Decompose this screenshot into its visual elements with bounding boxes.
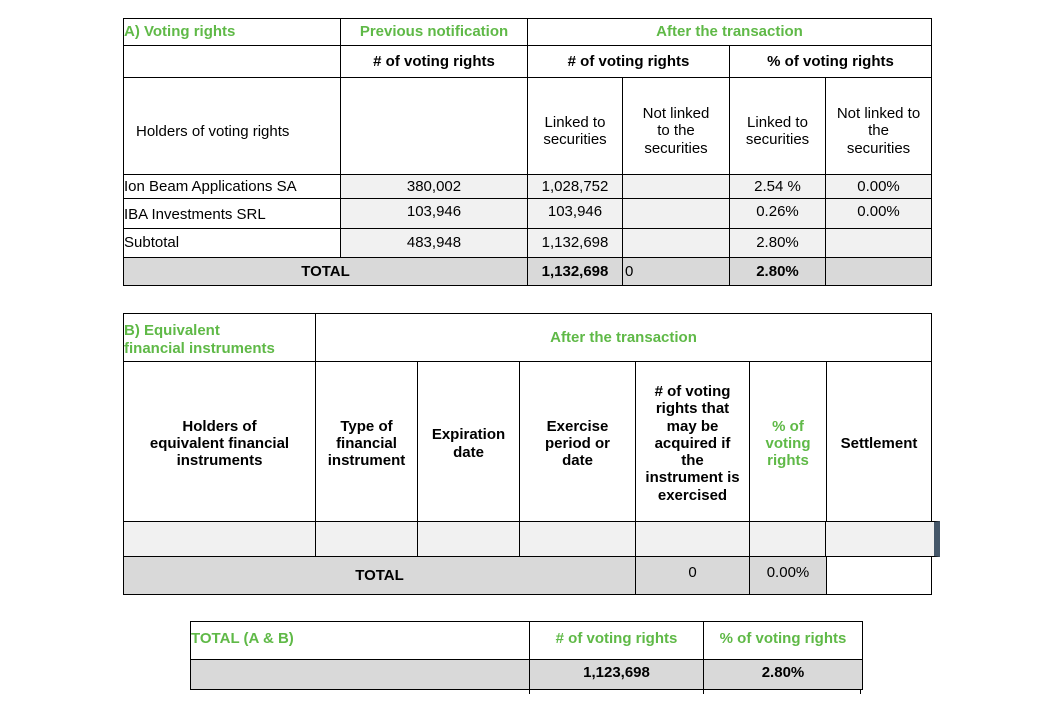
empty-pct-cell [749, 521, 827, 557]
total-pct-cell: 0.00% [749, 556, 827, 595]
table-c-header-row: TOTAL (A & B) # of voting rights % of vo… [190, 621, 863, 660]
total-linked-rights-cell: 1,132,698 [527, 257, 623, 286]
table-c-total-row: 1,123,698 2.80% [190, 659, 863, 690]
instrument-type-header: Type of financial instrument [315, 361, 418, 522]
clipped-gridline-stub [529, 690, 530, 694]
table-a-subheader-row: # of voting rights # of voting rights % … [123, 45, 933, 78]
holders-equivalent-header: Holders of equivalent financial instrume… [123, 361, 316, 522]
linked-rights-cell: 103,946 [527, 198, 623, 229]
table-a-title: A) Voting rights [123, 18, 341, 46]
linked-pct-cell: 0.26% [729, 198, 826, 229]
table-row: Subtotal 483,948 1,132,698 2.80% [123, 228, 933, 258]
notlinked-pct-cell [824, 228, 933, 258]
holder-name-cell: Ion Beam Applications SA [123, 174, 341, 199]
after-transaction-header: After the transaction [526, 18, 933, 46]
grand-total-pct-cell: 2.80% [703, 659, 863, 690]
notlinked-rights-cell [622, 228, 730, 258]
prev-rights-cell: 380,002 [340, 174, 528, 199]
prev-rights-cell: 103,946 [340, 198, 528, 229]
total-label-cell: TOTAL [123, 257, 528, 286]
table-b-column-header-row: Holders of equivalent financial instrume… [123, 361, 933, 522]
holder-name-cell: Subtotal [123, 228, 341, 258]
empty-acquirable-rights-cell [635, 521, 750, 557]
empty-holders-cell [123, 521, 316, 557]
total-linked-pct-cell: 2.80% [729, 257, 826, 286]
pct-rights-after-header: % of voting rights [728, 45, 933, 78]
notlinked-pct-cell: 0.00% [824, 198, 933, 229]
num-rights-prev-header: # of voting rights [340, 45, 528, 78]
table-b-title-row: B) Equivalent financial instruments Afte… [123, 313, 933, 362]
pct-voting-rights-header: % of voting rights [703, 621, 863, 660]
previous-notification-header: Previous notification [340, 18, 528, 46]
empty-type-cell [315, 521, 418, 557]
table-b-title: B) Equivalent financial instruments [123, 313, 316, 362]
table-row: Ion Beam Applications SA 380,002 1,028,7… [123, 174, 933, 199]
linked-num-header: Linked to securities [527, 77, 623, 175]
notlinked-rights-cell [622, 198, 730, 229]
notlinked-num-header: Not linked to the securities [622, 77, 730, 175]
table-b-total-row: TOTAL 0 0.00% [123, 556, 933, 595]
table-a-voting-rights: A) Voting rights Previous notification A… [123, 18, 933, 286]
exercise-period-header: Exercise period or date [519, 361, 636, 522]
table-a-column-header-row: Holders of voting rights Linked to secur… [123, 77, 933, 175]
table-a-title-row: A) Voting rights Previous notification A… [123, 18, 933, 46]
table-row: IBA Investments SRL 103,946 103,946 0.26… [123, 198, 933, 229]
total-notlinked-pct-cell [824, 257, 933, 286]
empty-expiration-cell [417, 521, 520, 557]
prev-rights-cell: 483,948 [340, 228, 528, 258]
notlinked-pct-cell: 0.00% [824, 174, 933, 199]
grand-total-num-cell: 1,123,698 [529, 659, 704, 690]
table-a-total-row: TOTAL 1,132,698 0 2.80% [123, 257, 933, 286]
total-a-b-title: TOTAL (A & B) [190, 621, 530, 660]
holders-of-voting-rights-header: Holders of voting rights [123, 77, 341, 175]
clipped-gridline-stub [703, 690, 704, 694]
total-acquirable-rights-cell: 0 [635, 556, 750, 595]
total-notlinked-rights-cell: 0 [622, 257, 730, 286]
table-total-a-and-b: TOTAL (A & B) # of voting rights % of vo… [190, 621, 863, 690]
settlement-selection-box [825, 521, 940, 557]
expiration-date-header: Expiration date [417, 361, 520, 522]
empty-exercise-cell [519, 521, 636, 557]
blank-cell [123, 45, 341, 78]
settlement-header: Settlement [825, 361, 933, 522]
linked-pct-cell: 2.80% [729, 228, 826, 258]
table-b-empty-row [123, 521, 933, 557]
acquirable-rights-header: # of voting rights that may be acquired … [635, 361, 750, 522]
after-transaction-header: After the transaction [314, 313, 933, 362]
blank-cell [340, 77, 528, 175]
outside-table-area [825, 556, 933, 595]
linked-pct-header: Linked to securities [729, 77, 826, 175]
notlinked-pct-header: Not linked to the securities [824, 77, 933, 175]
holder-name-cell: IBA Investments SRL [123, 198, 341, 229]
pct-voting-rights-header: % of voting rights [749, 361, 827, 522]
num-voting-rights-header: # of voting rights [529, 621, 704, 660]
linked-pct-cell: 2.54 % [729, 174, 826, 199]
linked-rights-cell: 1,132,698 [527, 228, 623, 258]
num-rights-after-header: # of voting rights [527, 45, 730, 78]
blank-total-cell [190, 659, 530, 690]
notlinked-rights-cell [622, 174, 730, 199]
linked-rights-cell: 1,028,752 [527, 174, 623, 199]
clipped-gridline-stub [860, 690, 861, 694]
table-b-equivalent-instruments: B) Equivalent financial instruments Afte… [123, 313, 933, 595]
total-label-cell: TOTAL [123, 556, 636, 595]
